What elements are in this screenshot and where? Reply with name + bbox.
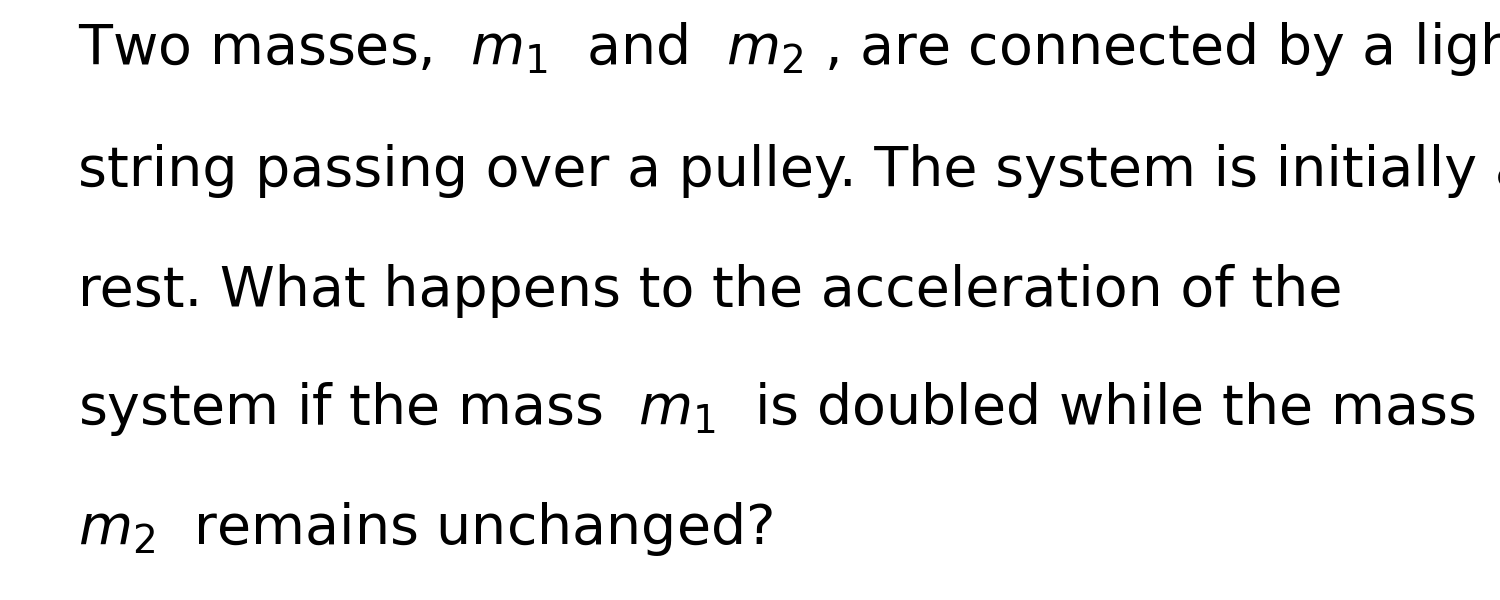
Text: rest. What happens to the acceleration of the: rest. What happens to the acceleration o… — [78, 264, 1342, 318]
Text: Two masses,  $m_1$  and  $m_2$ , are connected by a light: Two masses, $m_1$ and $m_2$ , are connec… — [78, 20, 1500, 78]
Text: string passing over a pulley. The system is initially at: string passing over a pulley. The system… — [78, 144, 1500, 198]
Text: system if the mass  $m_1$  is doubled while the mass: system if the mass $m_1$ is doubled whil… — [78, 380, 1476, 438]
Text: $m_2$  remains unchanged?: $m_2$ remains unchanged? — [78, 500, 772, 558]
